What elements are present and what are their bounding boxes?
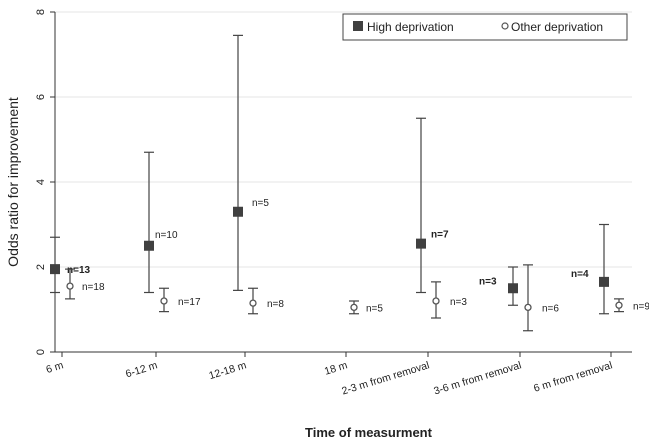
other-deprivation-point <box>350 303 358 312</box>
other-deprivation-point <box>66 282 74 290</box>
n-label: n=3 <box>450 297 467 308</box>
high-deprivation-point <box>50 264 60 275</box>
high-deprivation-point <box>599 276 609 287</box>
high-deprivation-point <box>144 240 154 251</box>
data-marks: n=13 n=10 n=5 n=7 n=3 n=4 n=18 n=17 n=8 n=5 n=3 n=6… <box>50 34 649 332</box>
n-label: n=5 <box>252 198 269 209</box>
x-axis-label: Time of measurment <box>305 425 433 440</box>
n-label: n=17 <box>178 297 201 308</box>
x-tick-label: 6 m <box>45 359 65 376</box>
legend: High deprivation Other deprivation <box>342 13 628 41</box>
n-label: n=10 <box>155 230 178 241</box>
y-tick-label: 0 <box>35 349 47 355</box>
y-axis-label: Odds ratio for improvement <box>5 97 21 267</box>
other-deprivation-point <box>524 303 532 312</box>
y-tick-label: 8 <box>35 9 47 15</box>
n-label: n=7 <box>431 230 449 241</box>
n-label: n=5 <box>366 303 383 314</box>
n-label: n=4 <box>571 269 589 280</box>
n-label: n=18 <box>82 282 105 293</box>
n-label: n=13 <box>67 265 91 276</box>
other-deprivation-point <box>615 301 623 309</box>
other-deprivation-point <box>432 297 440 305</box>
y-tick-label: 2 <box>35 264 47 270</box>
high-deprivation-point <box>508 283 518 294</box>
high-deprivation-point <box>416 238 426 249</box>
gridlines <box>55 11 632 268</box>
legend-other-deprivation-marker <box>501 22 509 30</box>
y-tick-label: 6 <box>35 94 47 100</box>
legend-high-deprivation-marker <box>353 21 363 31</box>
n-label: n=3 <box>479 276 497 287</box>
legend-box <box>342 13 628 41</box>
n-label: n=9 <box>633 301 649 312</box>
n-label: n=8 <box>267 299 284 310</box>
other-deprivation-point <box>249 299 257 307</box>
n-label: n=6 <box>542 303 559 314</box>
y-tick-label: 4 <box>35 179 47 185</box>
high-deprivation-point <box>233 206 243 217</box>
legend-other-deprivation-label: Other deprivation <box>511 20 603 34</box>
legend-high-deprivation-label: High deprivation <box>367 20 454 34</box>
other-deprivation-point <box>160 297 168 305</box>
